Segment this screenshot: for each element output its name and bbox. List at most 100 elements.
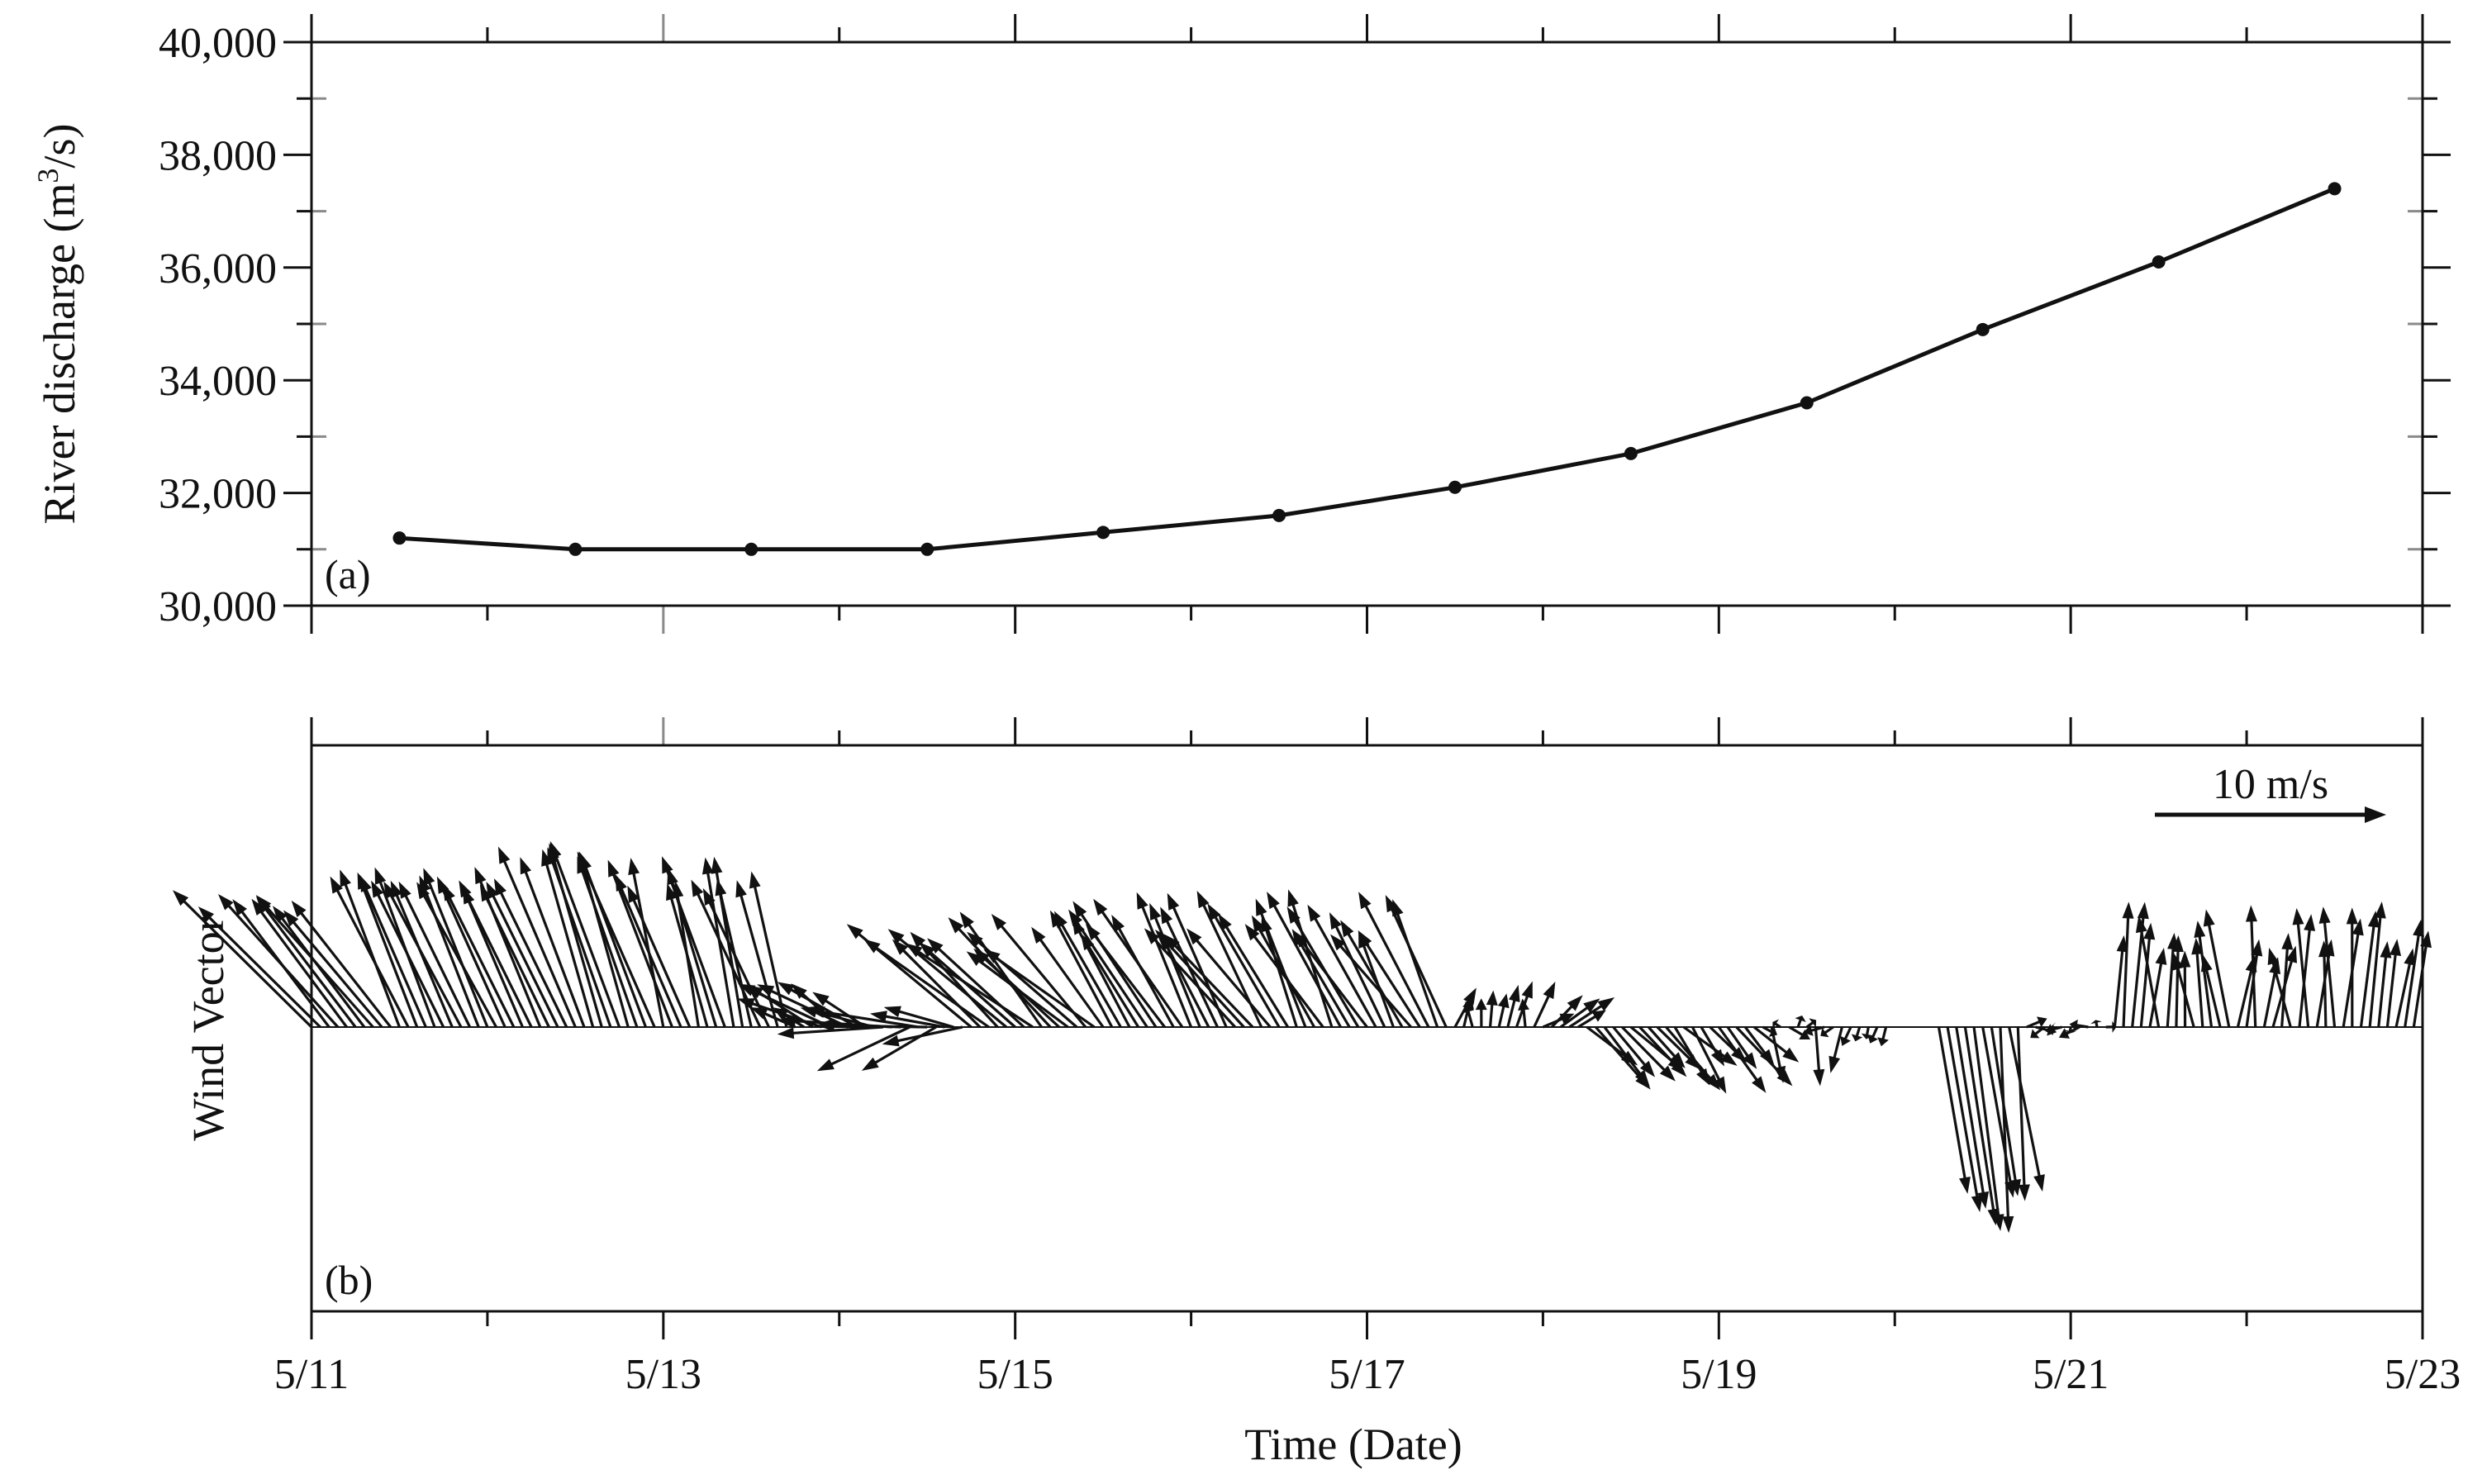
wind-vector	[197, 906, 321, 1029]
discharge-point	[1096, 526, 1110, 540]
wind-vector	[1267, 892, 1342, 1028]
discharge-point	[1800, 396, 1814, 410]
wind-vector	[398, 881, 472, 1028]
wind-vector	[2280, 933, 2294, 1028]
discharge-line	[399, 186, 2336, 552]
wind-vector	[2090, 1020, 2102, 1028]
wind-vector	[2404, 919, 2425, 1028]
wind-vector	[1497, 993, 1510, 1028]
y-tick-label: 30,000	[159, 583, 277, 630]
wind-vector	[1307, 904, 1377, 1028]
wind-vector	[1207, 903, 1281, 1028]
wind-vector	[1093, 898, 1184, 1028]
wind-vector	[1244, 924, 1324, 1028]
wind-vector	[1612, 1025, 1656, 1077]
discharge-point	[1976, 322, 1990, 336]
wind-vectors	[173, 841, 2432, 1234]
wind-vector	[1068, 909, 1148, 1028]
x-tick-label: 5/13	[625, 1351, 701, 1398]
y-tick-label: 36,000	[159, 245, 277, 293]
wind-vector	[735, 880, 779, 1028]
y-tick-label: 40,000	[159, 20, 277, 67]
x-tick-label: 5/21	[2033, 1351, 2109, 1398]
wind-vector	[1154, 929, 1245, 1029]
wind-vector	[1621, 1025, 1676, 1082]
wind-vector	[2246, 905, 2257, 1028]
wind-vector	[2045, 1024, 2062, 1035]
wind-vector	[1972, 1026, 2004, 1231]
wind-vector	[486, 882, 559, 1028]
wind-vector	[2047, 1022, 2057, 1030]
wind-vector	[1946, 1026, 1983, 1213]
wind-vector	[2368, 901, 2386, 1028]
wind-vector	[1877, 1026, 1889, 1047]
wind-vector	[959, 911, 1043, 1028]
wind-vector	[1136, 892, 1193, 1028]
wind-vector	[1813, 1026, 1825, 1087]
wind-vector	[1867, 1026, 1879, 1044]
wind-vector	[662, 856, 726, 1028]
wind-vector	[817, 1020, 928, 1032]
wind-vector	[2342, 918, 2364, 1028]
wind-vector	[2171, 935, 2184, 1028]
wind-vector	[2172, 953, 2195, 1028]
wind-vector	[1163, 934, 1254, 1029]
wind-vector	[1726, 1026, 1757, 1069]
wind-vector	[1752, 1025, 1800, 1063]
wind-vector	[1144, 928, 1236, 1029]
wind-vector	[2394, 948, 2416, 1028]
wind-vector	[459, 880, 533, 1028]
panel-b-ticks	[310, 717, 2424, 1339]
panel-a: 30,000 32,000 34,000 36,000 38,000 40,000 (a)…	[31, 14, 2451, 634]
wind-vector	[1851, 1026, 1863, 1042]
wind-vector	[2412, 930, 2432, 1028]
wind-vector	[607, 859, 673, 1028]
wind-vector	[520, 857, 586, 1028]
x-tick-label: 5/15	[977, 1351, 1053, 1398]
discharge-point	[2328, 182, 2342, 196]
wind-vector	[2377, 941, 2392, 1028]
discharge-point	[920, 542, 934, 556]
wind-vector	[1506, 984, 1520, 1028]
wind-vector	[2139, 922, 2156, 1028]
wind-vector	[2135, 916, 2161, 1028]
wind-vector	[1149, 902, 1201, 1028]
wind-vector	[1647, 1025, 1686, 1068]
wind-vector	[1861, 1026, 1873, 1039]
wind-vector	[2030, 1025, 2046, 1039]
wind-vector	[882, 1025, 963, 1047]
discharge-points	[392, 182, 2342, 556]
discharge-point	[2152, 254, 2166, 269]
wind-vector	[1294, 930, 1368, 1028]
y-tick-label: 38,000	[159, 132, 277, 179]
wind-vector	[2122, 901, 2134, 1028]
wind-vector	[2148, 948, 2167, 1028]
wind-vector	[1559, 998, 1600, 1029]
wind-vector	[905, 943, 1034, 1029]
wind-vector	[577, 851, 656, 1028]
wind-vector	[549, 841, 621, 1028]
wind-vector	[416, 882, 497, 1028]
wind-vector	[1080, 933, 1140, 1028]
wind-vector	[497, 846, 577, 1028]
wind-vector	[1329, 934, 1412, 1029]
wind-vector	[1340, 920, 1404, 1028]
wind-vector	[1638, 1025, 1687, 1077]
wind-vector	[1475, 998, 1487, 1028]
panel-a-frame	[310, 40, 2424, 607]
wind-vector	[1700, 1026, 1725, 1067]
wind-vector	[1803, 1025, 1825, 1036]
wind-vector	[359, 874, 427, 1028]
wind-vector	[1358, 892, 1430, 1028]
wind-vector	[1160, 906, 1219, 1028]
wind-vector	[2194, 920, 2214, 1028]
wind-vector	[1937, 1026, 1971, 1194]
y-tick-label: 32,000	[159, 471, 277, 518]
wind-vector	[371, 880, 445, 1028]
wind-vector	[2318, 906, 2337, 1028]
wind-vector	[1820, 1025, 1834, 1038]
wind-vector	[493, 878, 568, 1028]
wind-vector	[816, 1025, 911, 1072]
wind-vector	[927, 938, 1025, 1029]
wind-vector	[255, 895, 374, 1029]
